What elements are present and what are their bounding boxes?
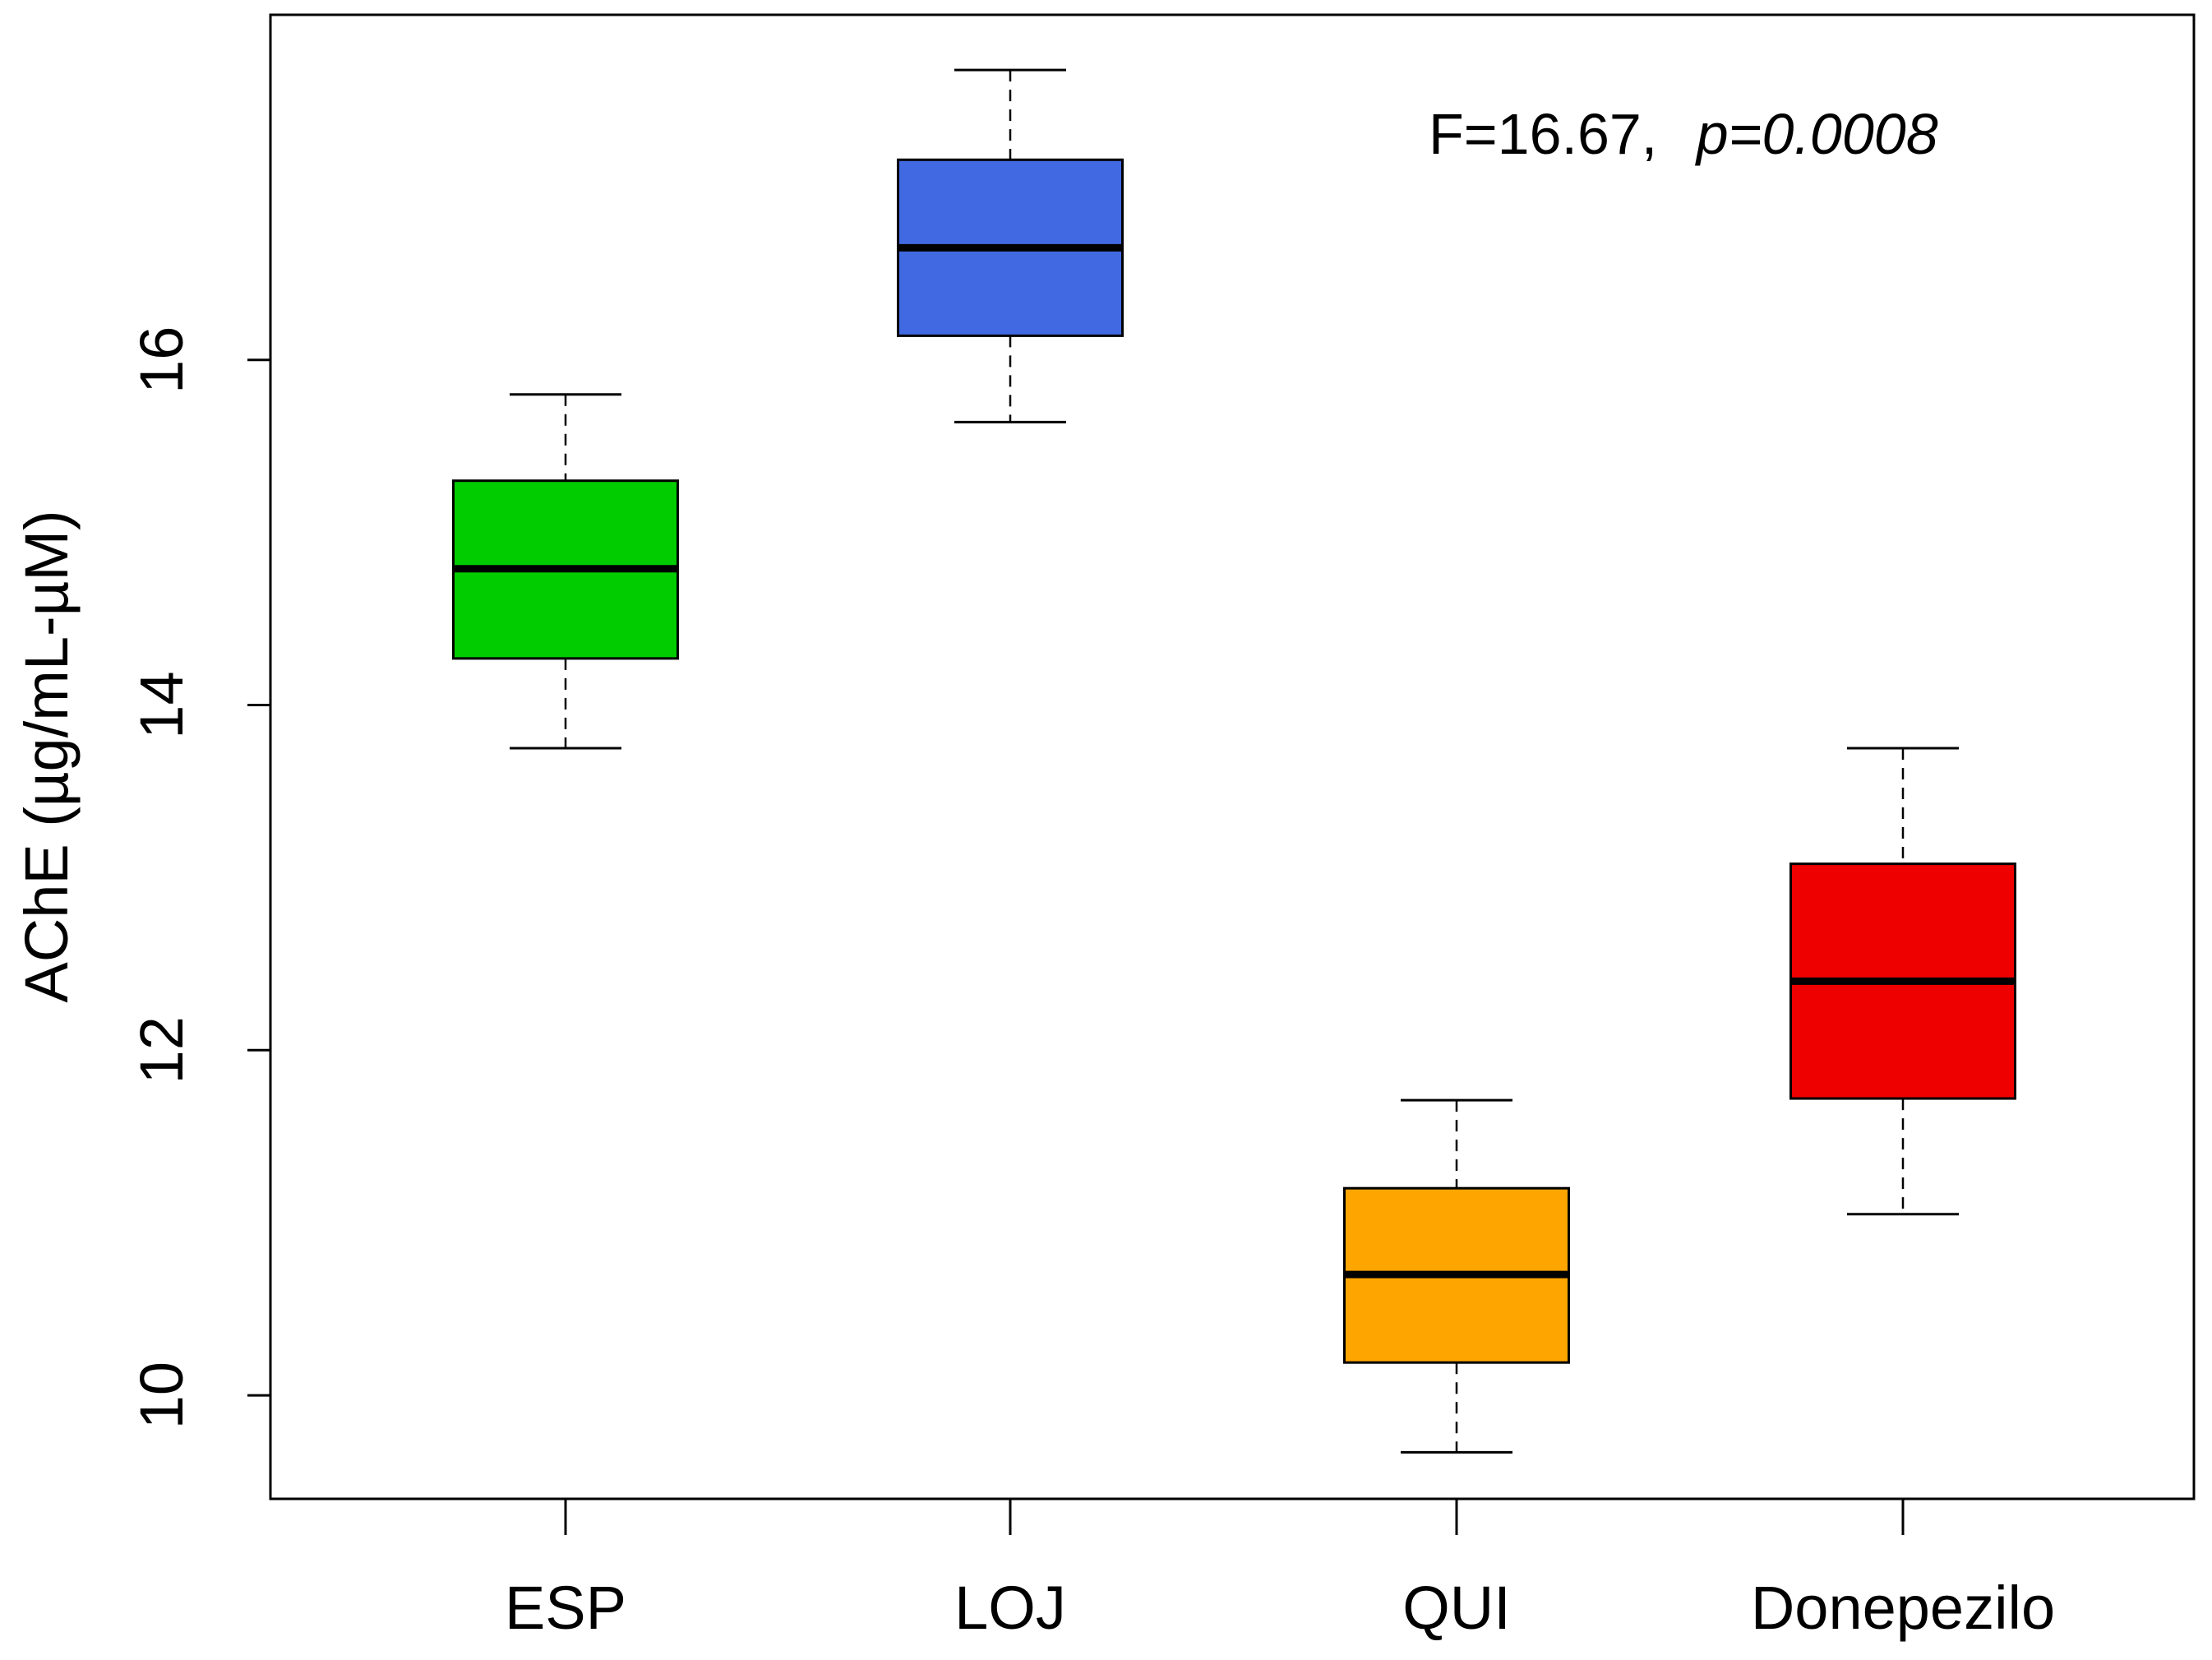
x-tick-label-donepezilo: Donepezilo [1751,1574,2055,1642]
box-qui [1343,1098,1570,1454]
y-tick-label-10: 10 [127,1362,196,1429]
x-tick-label-loj: LOJ [954,1574,1066,1642]
box-esp [452,393,679,750]
box-donepezilo [1789,747,2016,1216]
stats-annotation: F=16.67, p=0.0008 [1429,102,1938,166]
y-tick-label-12: 12 [127,1016,196,1084]
y-axis-label: AChE (µg/mL-µM) [12,510,81,1002]
y-tick-label-14: 14 [127,671,196,738]
x-tick-label-esp: ESP [505,1574,626,1642]
f-statistic: F=16.67, [1429,102,1657,166]
x-axis: ESP LOJ QUI Donepezilo [505,1499,2055,1642]
box-loj [897,68,1124,423]
p-value: p=0.0008 [1695,102,1938,166]
y-tick-label-16: 16 [127,326,196,394]
x-tick-label-qui: QUI [1402,1574,1511,1642]
y-axis: 10 12 14 16 [127,326,270,1429]
plot-frame [269,13,2196,1500]
boxplot-boxes [452,68,2016,1454]
